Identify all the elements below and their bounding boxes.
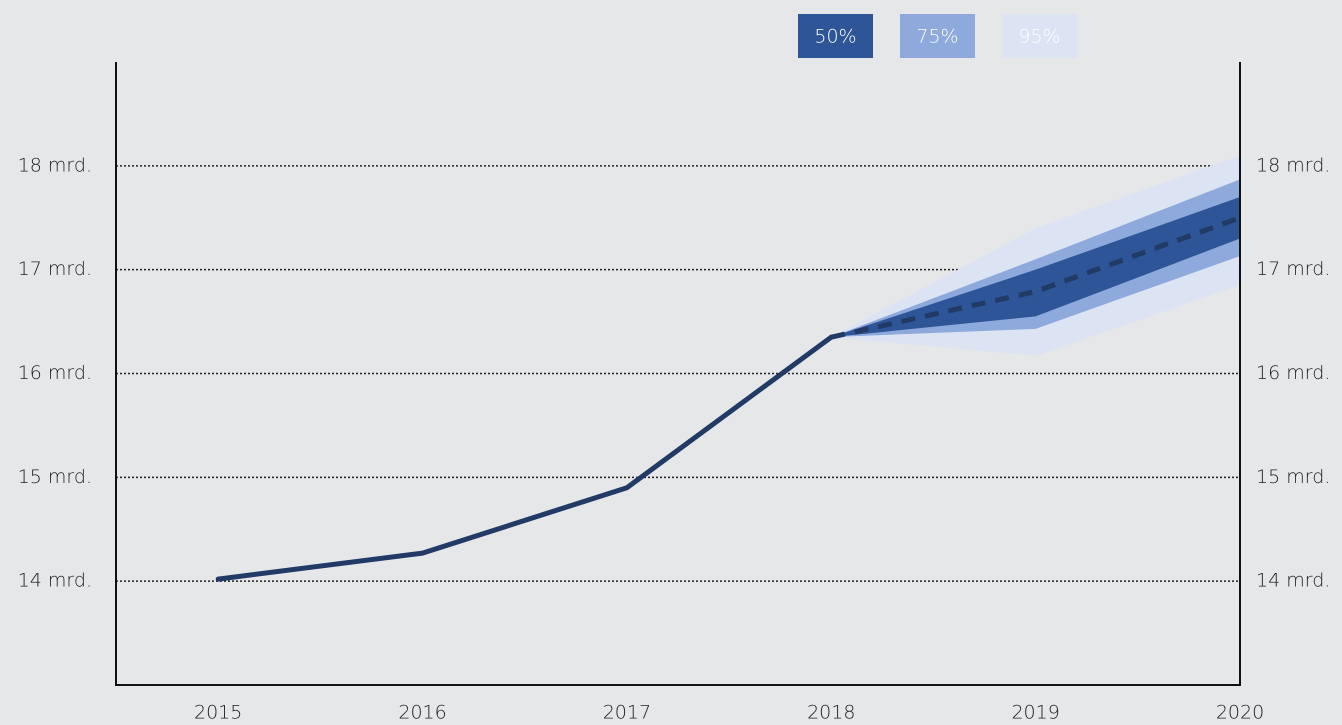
legend-label: 75% — [916, 26, 958, 48]
y2-tick-label: 15 mrd. — [1256, 466, 1330, 488]
legend-label: 50% — [814, 26, 856, 48]
legend-swatch — [900, 14, 975, 58]
y-tick-label: 18 mrd. — [18, 154, 92, 176]
x-tick-label: 2017 — [603, 702, 651, 724]
y-tick-label: 15 mrd. — [18, 466, 92, 488]
x-tick-label: 2016 — [398, 702, 446, 724]
y-tick-label: 17 mrd. — [18, 258, 92, 280]
y2-tick-label: 18 mrd. — [1256, 154, 1330, 176]
legend-label: 95% — [1018, 26, 1060, 48]
history-line — [215, 334, 834, 582]
legend-swatch — [798, 14, 873, 58]
legend-swatch — [1002, 14, 1077, 58]
x-tick-label: 2020 — [1216, 702, 1264, 724]
y-tick-label: 14 mrd. — [18, 570, 92, 592]
y-tick-label: 16 mrd. — [18, 362, 92, 384]
y2-tick-label: 17 mrd. — [1256, 258, 1330, 280]
fan-band — [831, 196, 1240, 338]
y2-tick-label: 14 mrd. — [1256, 570, 1330, 592]
x-tick-label: 2019 — [1011, 702, 1059, 724]
x-tick-label: 2018 — [807, 702, 855, 724]
y2-tick-label: 16 mrd. — [1256, 362, 1330, 384]
x-tick-label: 2015 — [194, 702, 242, 724]
